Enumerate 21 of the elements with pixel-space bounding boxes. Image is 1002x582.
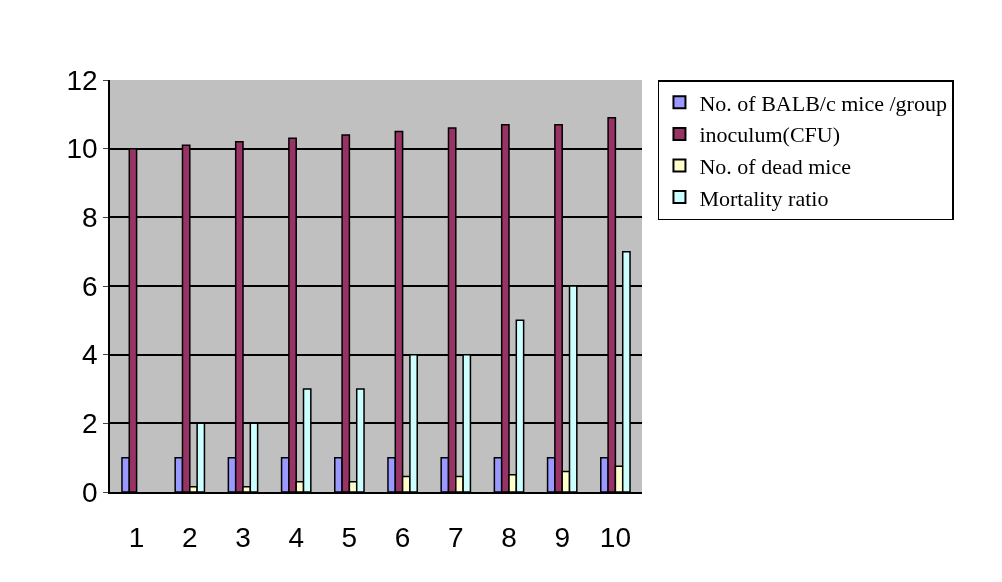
legend-label: Mortality ratio	[699, 185, 829, 211]
y-tick-label: 10	[66, 133, 98, 165]
x-tick-label: 7	[448, 522, 464, 554]
x-tick-label: 5	[341, 522, 358, 554]
y-tick-label: 12	[66, 64, 98, 96]
x-tick-label: 2	[182, 522, 198, 554]
x-tick-label: 4	[288, 522, 304, 554]
x-tick-label: 8	[501, 522, 517, 554]
legend-label: No. of dead mice	[699, 154, 851, 180]
y-tick-label: 6	[82, 270, 98, 302]
x-tick-label: 10	[599, 522, 631, 554]
x-tick-label: 6	[394, 522, 411, 554]
x-tick-label: 9	[554, 522, 570, 554]
legend-label: No. of BALB/c mice /group	[699, 90, 947, 116]
x-tick-label: 1	[128, 522, 145, 554]
y-tick-label: 2	[82, 408, 98, 440]
y-tick-label: 0	[82, 476, 98, 508]
y-tick-label: 8	[82, 202, 98, 234]
x-tick-label: 3	[235, 522, 251, 554]
y-tick-label: 4	[82, 339, 98, 371]
legend-label: inoculum(CFU)	[699, 122, 841, 148]
